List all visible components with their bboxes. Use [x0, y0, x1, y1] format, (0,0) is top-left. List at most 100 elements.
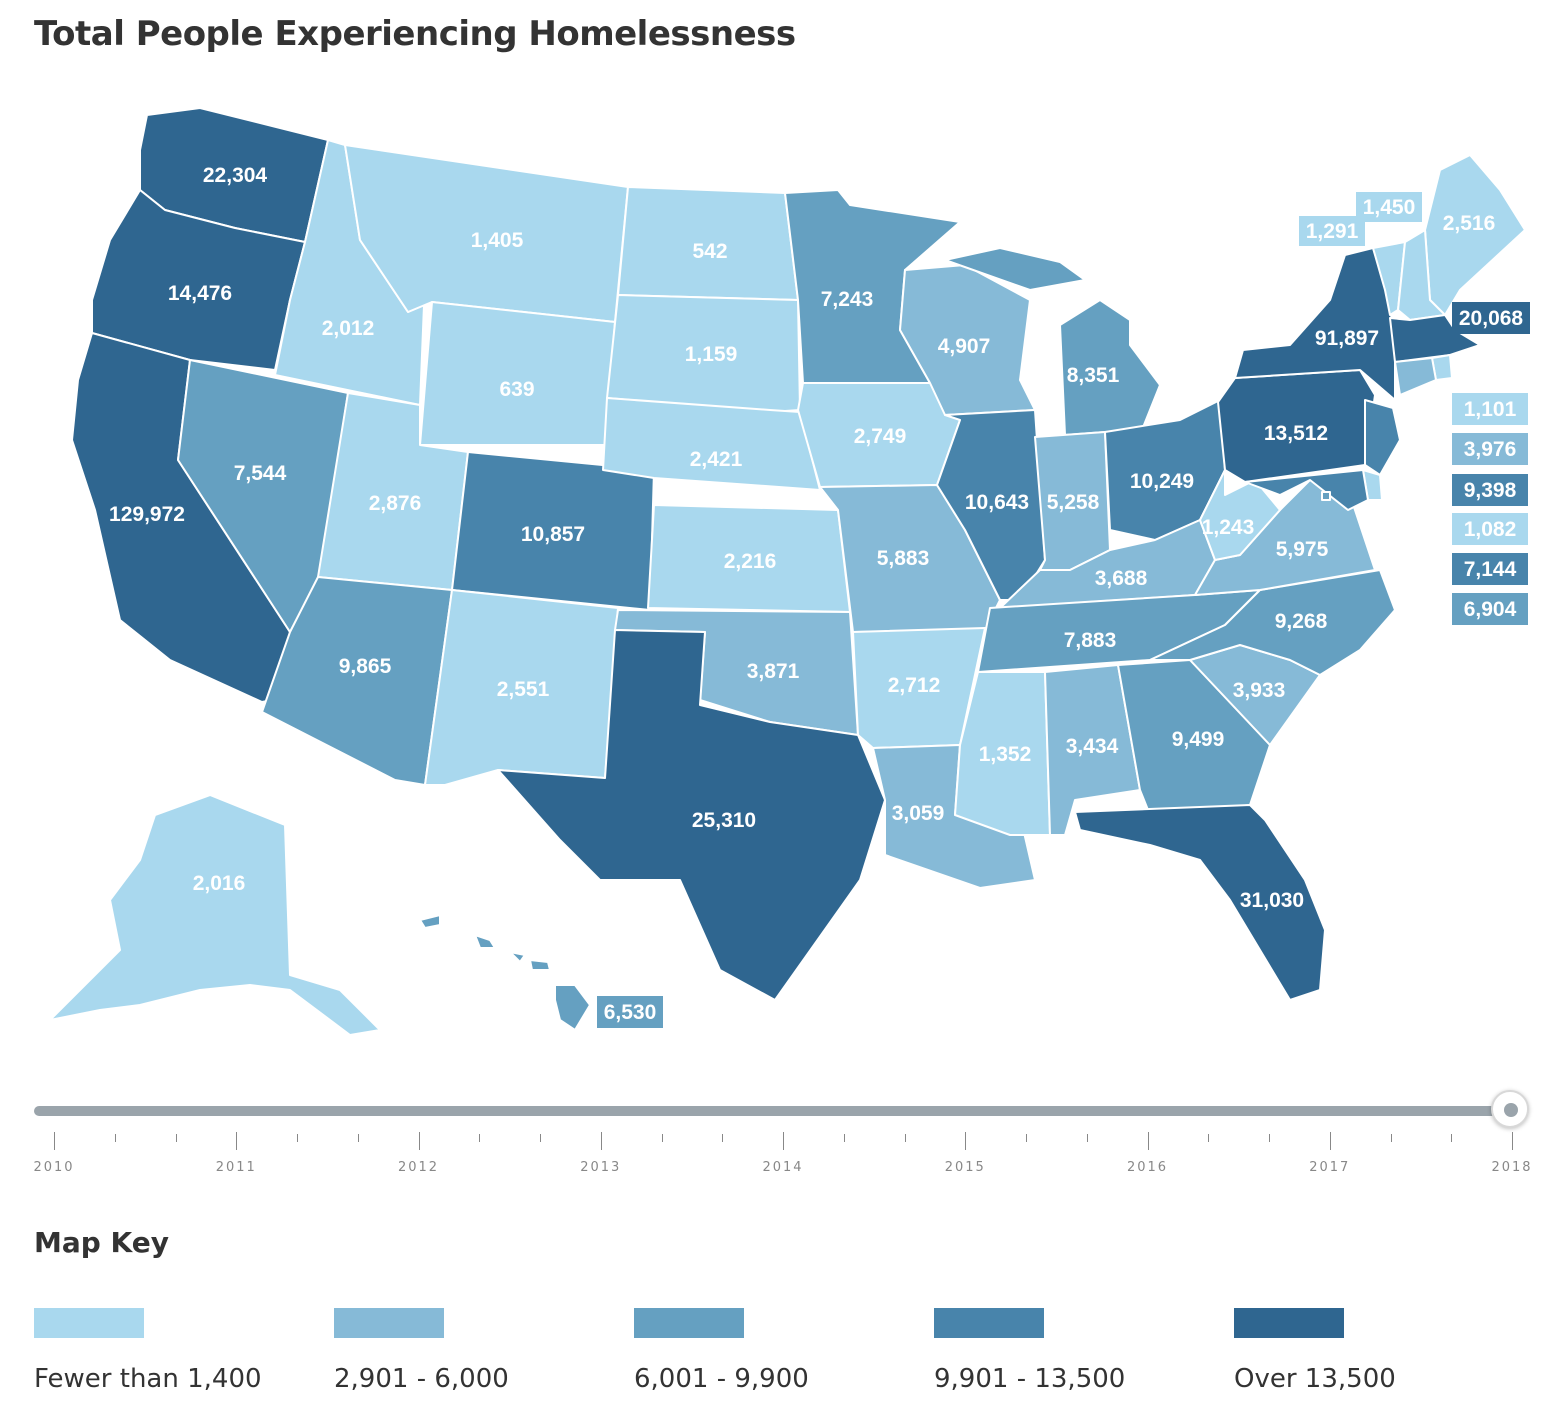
year-label-2012[interactable]: 2012	[397, 1160, 440, 1175]
year-label-2017[interactable]: 2017	[1309, 1160, 1351, 1175]
slider-minor-tick	[1269, 1134, 1270, 1142]
state-florida[interactable]	[1074, 804, 1326, 1001]
slider-minor-tick	[297, 1134, 298, 1142]
state-wyoming[interactable]	[419, 301, 616, 446]
slider-minor-tick	[114, 1134, 116, 1142]
value-label-west-virginia: 1,243	[1202, 516, 1255, 539]
label-box-rhode-island	[1452, 393, 1528, 425]
slider-minor-tick	[904, 1134, 906, 1142]
state-maryland[interactable]	[1244, 469, 1369, 511]
slider-major-tick	[783, 1132, 784, 1150]
value-label-louisiana: 3,059	[892, 802, 945, 825]
value-label-pennsylvania: 13,512	[1264, 422, 1328, 445]
legend-item: Over 13,500	[1234, 1308, 1514, 1394]
value-label-utah: 2,876	[369, 492, 422, 515]
slider-minor-tick	[722, 1134, 724, 1142]
value-label-california: 129,972	[109, 503, 185, 526]
value-label-south-carolina: 3,933	[1233, 679, 1286, 702]
value-label-north-carolina: 9,268	[1275, 610, 1328, 633]
value-label-new-york: 91,897	[1315, 327, 1379, 350]
state-district-of-columbia[interactable]	[1321, 491, 1331, 501]
value-label-kansas: 2,216	[724, 550, 777, 573]
value-label-district-of-columbia: 6,904	[1464, 598, 1517, 621]
state-new-jersey[interactable]	[1364, 399, 1401, 476]
value-label-wyoming: 639	[499, 378, 534, 401]
state-north-carolina[interactable]	[1149, 569, 1396, 676]
value-label-montana: 1,405	[471, 229, 524, 252]
label-box-delaware	[1452, 513, 1528, 545]
year-label-2013[interactable]: 2013	[580, 1160, 622, 1175]
value-label-alabama: 3,434	[1066, 735, 1119, 758]
value-label-idaho: 2,012	[322, 317, 375, 340]
value-label-new-jersey: 9,398	[1464, 479, 1517, 502]
slider-minor-tick	[1026, 1134, 1027, 1142]
value-label-washington: 22,304	[203, 164, 268, 187]
value-label-colorado: 10,857	[521, 523, 585, 546]
value-label-oregon: 14,476	[168, 282, 232, 305]
label-box-new-hampshire	[1356, 192, 1422, 222]
state-connecticut[interactable]	[1394, 357, 1437, 396]
value-label-texas: 25,310	[692, 809, 756, 832]
year-slider-handle[interactable]	[1491, 1090, 1529, 1128]
value-label-virginia: 5,975	[1276, 538, 1329, 561]
value-label-minnesota: 7,243	[821, 288, 874, 311]
value-label-connecticut: 3,976	[1464, 438, 1517, 461]
year-slider-ticks	[0, 1130, 1558, 1180]
year-slider-track[interactable]	[34, 1106, 1512, 1116]
value-label-hawaii: 6,530	[604, 1001, 657, 1024]
legend-item: 6,001 - 9,900	[634, 1308, 914, 1394]
legend-label: 2,901 - 6,000	[334, 1364, 509, 1394]
value-label-north-dakota: 542	[692, 240, 727, 263]
legend-label: Over 13,500	[1234, 1364, 1396, 1394]
value-label-indiana: 5,258	[1047, 491, 1100, 514]
legend-item: 9,901 - 13,500	[934, 1308, 1214, 1394]
map-key-title: Map Key	[34, 1226, 169, 1259]
slider-minor-tick	[1451, 1134, 1453, 1142]
state-west-virginia[interactable]	[1199, 469, 1281, 561]
value-label-rhode-island: 1,101	[1464, 398, 1517, 421]
value-label-massachusetts: 20,068	[1459, 307, 1524, 330]
value-label-illinois: 10,643	[965, 491, 1029, 514]
legend-swatch	[334, 1308, 444, 1338]
value-label-florida: 31,030	[1240, 889, 1304, 912]
value-label-nevada: 7,544	[234, 462, 287, 485]
slider-major-tick	[1147, 1132, 1149, 1150]
legend-label: 6,001 - 9,900	[634, 1364, 809, 1394]
value-label-alaska: 2,016	[193, 872, 246, 895]
label-box-new-jersey	[1452, 474, 1528, 506]
year-label-2010[interactable]: 2010	[33, 1160, 75, 1175]
value-label-oklahoma: 3,871	[747, 660, 800, 683]
us-choropleth-map: 22,304 14,476 129,972 7,544 2,012 1,405 639 2,8…	[49, 107, 1530, 1036]
legend-swatch	[1234, 1308, 1344, 1338]
state-texas[interactable]	[497, 629, 886, 1001]
value-label-tennessee: 7,883	[1064, 629, 1117, 652]
value-label-wisconsin: 4,907	[938, 335, 991, 358]
state-nebraska[interactable]	[602, 397, 821, 491]
slider-minor-tick	[843, 1134, 845, 1142]
state-maine[interactable]	[1424, 154, 1526, 316]
slider-minor-tick	[1086, 1134, 1088, 1142]
value-label-arizona: 9,865	[339, 655, 392, 678]
state-alaska[interactable]	[49, 794, 381, 1036]
value-label-michigan: 8,351	[1067, 364, 1120, 387]
value-label-arkansas: 2,712	[888, 674, 941, 697]
year-label-2014[interactable]: 2014	[762, 1160, 804, 1175]
year-label-2011[interactable]: 2011	[215, 1160, 257, 1175]
slider-minor-tick	[357, 1134, 359, 1142]
chart-title: Total People Experiencing Homelessness	[34, 14, 796, 54]
state-hawaii[interactable]	[419, 914, 591, 1031]
value-label-kentucky: 3,688	[1095, 567, 1148, 590]
slider-minor-tick	[540, 1134, 541, 1142]
legend-label: Fewer than 1,400	[34, 1364, 262, 1394]
legend-item: Fewer than 1,400	[34, 1308, 314, 1394]
year-label-2018[interactable]: 2018	[1491, 1160, 1533, 1175]
state-vermont[interactable]	[1372, 241, 1406, 316]
label-box-massachusetts	[1452, 302, 1530, 334]
year-label-2015[interactable]: 2015	[944, 1160, 986, 1175]
legend-swatch	[34, 1308, 144, 1338]
slider-minor-tick	[175, 1134, 177, 1142]
year-label-2016[interactable]: 2016	[1126, 1160, 1169, 1175]
legend-swatch	[934, 1308, 1044, 1338]
label-box-vermont	[1299, 216, 1365, 246]
slider-major-tick	[236, 1132, 238, 1150]
